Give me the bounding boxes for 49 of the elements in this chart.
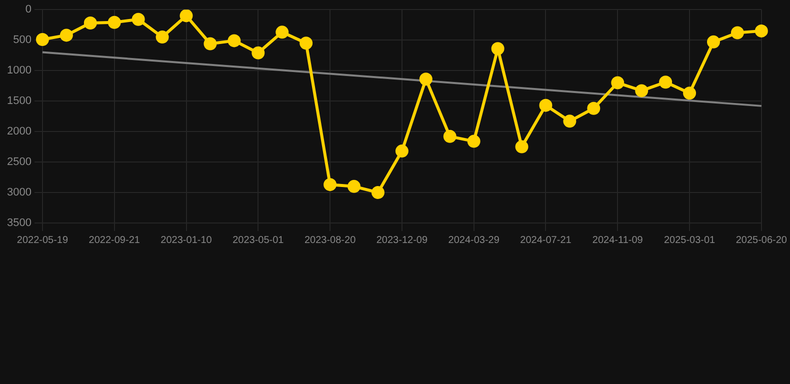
point <box>371 186 384 200</box>
x-tick-label: 2022-09-21 <box>88 234 140 246</box>
point <box>156 30 169 44</box>
point <box>539 98 552 112</box>
point <box>515 140 528 154</box>
x-tick-label: 2022-05-19 <box>16 234 68 246</box>
x-tick-label: 2025-06-20 <box>736 234 788 246</box>
point <box>180 10 193 22</box>
y-tick-label: 3500 <box>6 217 32 230</box>
point <box>754 24 768 38</box>
point <box>635 84 648 98</box>
y-tick-label: 500 <box>13 34 32 46</box>
y-tick-label: 2000 <box>6 126 32 138</box>
point <box>252 46 265 60</box>
point <box>60 28 73 42</box>
point <box>419 72 432 86</box>
point <box>395 144 408 158</box>
point <box>659 76 672 89</box>
y-tick-label: 2500 <box>6 156 32 168</box>
point <box>611 76 624 90</box>
y-tick-label: 1000 <box>6 64 32 77</box>
point <box>228 34 241 48</box>
point <box>276 26 289 39</box>
x-tick-label: 2024-07-21 <box>520 234 572 246</box>
x-tick-label: 2024-11-09 <box>592 234 644 246</box>
x-tick-label: 2023-01-10 <box>160 234 212 246</box>
y-tick-label: 3000 <box>6 186 32 199</box>
point <box>683 86 696 100</box>
point <box>443 130 456 143</box>
y-tick-label: 1500 <box>6 95 32 108</box>
point <box>467 134 480 148</box>
point <box>730 26 744 40</box>
point <box>587 102 600 115</box>
point <box>324 178 337 192</box>
point <box>706 35 720 48</box>
y-tick-label: 0 <box>25 4 32 16</box>
point <box>300 36 313 50</box>
x-tick-label: 2024-03-29 <box>448 234 500 246</box>
x-tick-label: 2025-03-01 <box>664 234 716 246</box>
point <box>204 37 217 50</box>
point <box>563 114 576 128</box>
point <box>132 12 145 26</box>
x-tick-label: 2023-08-20 <box>304 234 356 246</box>
point <box>348 180 361 193</box>
x-tick-label: 2023-05-01 <box>232 234 284 246</box>
point <box>491 42 504 56</box>
point <box>108 16 121 29</box>
x-tick-label: 2023-12-09 <box>376 234 428 246</box>
point <box>84 16 97 30</box>
